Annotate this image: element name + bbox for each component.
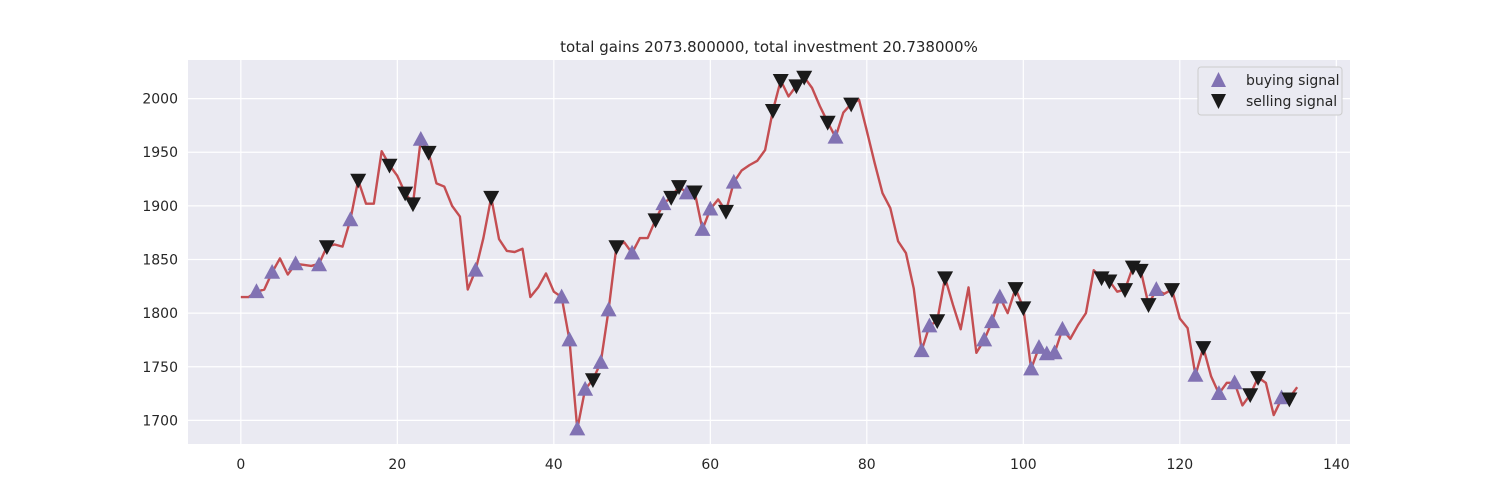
buy-signal-marker — [655, 195, 672, 211]
buy-signal-marker — [1148, 281, 1165, 296]
sell-signal-marker — [788, 79, 805, 95]
sell-signal-marker — [350, 173, 367, 189]
legend-buy-marker-icon — [1211, 72, 1226, 87]
plot-background — [188, 60, 1350, 444]
x-tick-label: 60 — [701, 457, 719, 473]
buy-signal-marker — [702, 200, 719, 216]
sell-signal-marker — [584, 373, 601, 389]
legend-box — [1197, 66, 1343, 116]
legend-buy-label: buying signal — [1246, 73, 1340, 89]
x-tick-label: 0 — [236, 457, 245, 473]
legend-sell-label: selling signal — [1246, 94, 1337, 110]
sell-signal-marker — [1195, 341, 1212, 356]
buy-signal-marker — [1210, 385, 1227, 400]
buy-signal-marker — [412, 130, 429, 146]
buy-signal-marker — [694, 221, 711, 236]
buy-signal-marker — [991, 288, 1008, 304]
chart-title: total gains 2073.800000, total investmen… — [560, 38, 978, 56]
buy-signal-marker — [592, 354, 609, 369]
sell-signal-marker — [1281, 392, 1298, 408]
sell-signal-marker — [772, 73, 789, 89]
sell-signal-marker — [381, 158, 398, 174]
sell-signal-marker — [819, 115, 836, 131]
buy-signal-marker — [311, 256, 328, 272]
sell-signal-marker — [937, 271, 954, 287]
buy-signal-marker — [600, 301, 617, 317]
x-tick-label: 40 — [545, 457, 563, 473]
sell-signal-marker — [1015, 301, 1032, 317]
buy-signal-marker — [577, 380, 594, 396]
x-tick-label: 120 — [1166, 457, 1193, 473]
buy-signal-marker — [1273, 389, 1290, 405]
buy-signal-marker — [248, 283, 265, 299]
buy-signal-marker — [976, 331, 993, 347]
sell-signal-marker — [1132, 263, 1149, 279]
legend: buying signal selling signal — [1197, 66, 1343, 116]
sell-signal-marker — [1140, 298, 1157, 313]
buy-signal-marker — [1054, 320, 1071, 336]
sell-signal-marker — [1117, 283, 1134, 298]
sell-signal-marker — [608, 240, 625, 256]
y-tick-label: 1800 — [142, 306, 178, 322]
sell-signal-marker — [764, 104, 781, 119]
sell-signal-marker — [404, 197, 421, 213]
sell-signal-marker — [397, 186, 414, 202]
buy-signal-marker — [1030, 339, 1047, 354]
sell-signal-marker — [420, 145, 437, 161]
buy-signal-marker — [561, 331, 578, 347]
buy-signal-marker — [827, 128, 844, 144]
signal-markers — [248, 70, 1298, 436]
sell-signal-marker — [843, 97, 860, 113]
sell-signal-marker — [686, 185, 703, 201]
x-tick-label: 140 — [1323, 457, 1350, 473]
buy-signal-marker — [1226, 374, 1243, 390]
buy-signal-marker — [287, 255, 304, 271]
sell-signal-marker — [1101, 274, 1118, 290]
sell-signal-marker — [1242, 388, 1259, 404]
sell-signal-marker — [647, 213, 664, 229]
buy-signal-marker — [553, 288, 570, 304]
y-tick-label: 1900 — [142, 199, 178, 215]
y-tick-label: 2000 — [142, 92, 178, 108]
buy-signal-marker — [678, 184, 695, 200]
x-tick-label: 20 — [388, 457, 406, 473]
x-tick-label: 80 — [858, 457, 876, 473]
legend-sell-marker-icon — [1211, 94, 1226, 109]
buy-signal-marker — [467, 261, 484, 277]
sell-signal-marker — [663, 190, 680, 206]
sell-signal-marker — [929, 314, 946, 330]
buy-signal-marker — [913, 342, 930, 358]
buy-signal-marker — [1046, 344, 1063, 360]
buy-signal-marker — [921, 317, 938, 333]
buy-signal-marker — [342, 211, 359, 227]
y-tick-label: 1750 — [142, 360, 178, 376]
buy-signal-marker — [984, 313, 1001, 329]
sell-signal-marker — [318, 240, 335, 256]
buy-signal-marker — [569, 420, 586, 436]
tick-labels: 0 20 40 60 80 100 120 140 1700 1750 1800 1850 1900 19… — [142, 92, 1349, 473]
y-tick-label: 1700 — [142, 413, 178, 429]
sell-signal-marker — [717, 204, 734, 220]
buy-signal-marker — [725, 173, 742, 189]
y-tick-label: 1950 — [142, 145, 178, 161]
sell-signal-marker — [796, 70, 813, 86]
sell-signal-marker — [1007, 282, 1024, 297]
buy-signal-marker — [264, 263, 281, 279]
x-tick-label: 100 — [1010, 457, 1037, 473]
buy-signal-marker — [1023, 360, 1040, 376]
buy-signal-marker — [624, 244, 641, 260]
sell-signal-marker — [671, 180, 688, 195]
buy-signal-marker — [1187, 366, 1204, 382]
y-tick-label: 1850 — [142, 253, 178, 269]
sell-signal-marker — [1163, 283, 1180, 298]
sell-signal-marker — [483, 190, 500, 206]
sell-signal-marker — [1250, 371, 1267, 386]
